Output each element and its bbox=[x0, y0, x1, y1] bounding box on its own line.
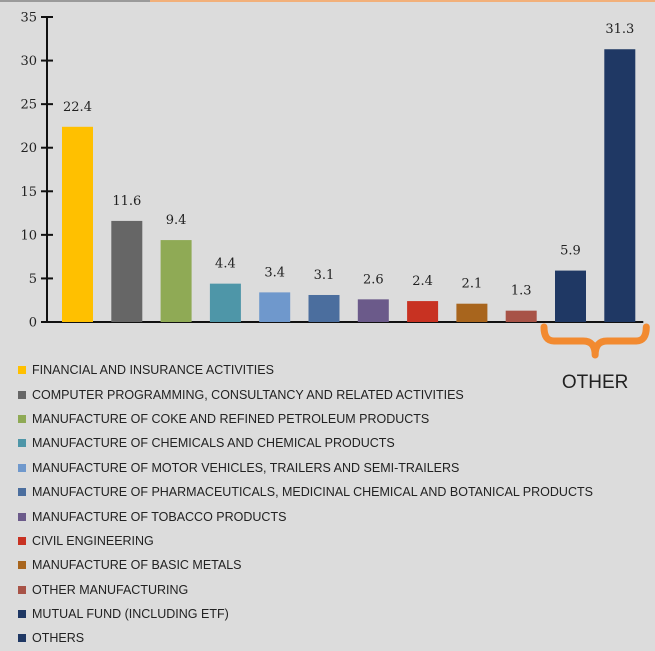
legend-item: MANUFACTURE OF MOTOR VEHICLES, TRAILERS … bbox=[18, 456, 648, 480]
data-label: 11.6 bbox=[112, 194, 141, 209]
bar bbox=[604, 49, 636, 322]
y-tick-label: 15 bbox=[20, 185, 37, 200]
y-tick-label: 20 bbox=[20, 141, 37, 156]
other-bracket bbox=[540, 323, 650, 359]
legend-swatch bbox=[18, 488, 26, 497]
top-divider-right bbox=[150, 0, 655, 2]
legend-swatch bbox=[18, 536, 26, 545]
top-divider bbox=[0, 0, 655, 2]
legend-swatch bbox=[18, 366, 26, 375]
legend-item: MANUFACTURE OF BASIC METALS bbox=[18, 553, 648, 577]
bar bbox=[456, 303, 488, 322]
data-label: 5.9 bbox=[560, 244, 581, 259]
y-tick-label: 0 bbox=[29, 316, 37, 331]
bar bbox=[259, 292, 291, 322]
legend-swatch bbox=[18, 414, 26, 423]
data-label: 3.1 bbox=[314, 268, 335, 283]
legend-swatch bbox=[18, 585, 26, 594]
data-label: 22.4 bbox=[63, 100, 92, 115]
data-label: 2.1 bbox=[462, 277, 483, 292]
data-label: 3.4 bbox=[264, 265, 285, 280]
legend-item: MANUFACTURE OF CHEMICALS AND CHEMICAL PR… bbox=[18, 431, 648, 455]
y-tick-label: 35 bbox=[20, 11, 37, 26]
legend-item: OTHERS bbox=[18, 626, 648, 650]
bar bbox=[209, 283, 241, 322]
legend-swatch bbox=[18, 634, 26, 643]
y-tick-label: 10 bbox=[20, 228, 37, 243]
legend-item: MANUFACTURE OF TOBACCO PRODUCTS bbox=[18, 504, 648, 528]
legend-item: MUTUAL FUND (INCLUDING ETF) bbox=[18, 602, 648, 626]
legend-label: MANUFACTURE OF BASIC METALS bbox=[32, 558, 242, 573]
legend-label: OTHERS bbox=[32, 631, 85, 646]
data-label: 2.4 bbox=[412, 274, 433, 289]
bar bbox=[160, 240, 192, 322]
other-group-label: OTHER bbox=[562, 372, 629, 393]
bar bbox=[505, 310, 537, 322]
bar bbox=[111, 220, 143, 322]
bar bbox=[407, 301, 439, 322]
top-divider-left bbox=[0, 0, 150, 2]
y-tick-label: 30 bbox=[20, 54, 37, 69]
legend-swatch bbox=[18, 512, 26, 521]
bar bbox=[357, 299, 389, 322]
legend-label: CIVIL ENGINEERING bbox=[32, 533, 154, 548]
legend-swatch bbox=[18, 610, 26, 619]
y-tick-label: 5 bbox=[29, 272, 37, 287]
legend-label: MANUFACTURE OF COKE AND REFINED PETROLEU… bbox=[32, 411, 430, 426]
legend-item: OTHER MANUFACTURING bbox=[18, 578, 648, 602]
legend-item: MANUFACTURE OF PHARMACEUTICALS, MEDICINA… bbox=[18, 480, 648, 504]
bar bbox=[555, 270, 586, 322]
data-label: 2.6 bbox=[363, 272, 384, 287]
legend-item: FINANCIAL AND INSURANCE ACTIVITIES bbox=[18, 358, 648, 382]
legend-item: CIVIL ENGINEERING bbox=[18, 529, 648, 553]
legend-label: MANUFACTURE OF TOBACCO PRODUCTS bbox=[32, 509, 287, 524]
legend-item: MANUFACTURE OF COKE AND REFINED PETROLEU… bbox=[18, 407, 648, 431]
legend-label: FINANCIAL AND INSURANCE ACTIVITIES bbox=[32, 363, 274, 378]
y-tick-label: 25 bbox=[20, 98, 37, 113]
legend-label: MANUFACTURE OF PHARMACEUTICALS, MEDICINA… bbox=[32, 485, 593, 500]
data-label: 1.3 bbox=[511, 284, 532, 299]
legend-label: OTHER MANUFACTURING bbox=[32, 582, 189, 597]
legend-label: MANUFACTURE OF MOTOR VEHICLES, TRAILERS … bbox=[32, 460, 460, 475]
legend-swatch bbox=[18, 439, 26, 448]
legend-label: COMPUTER PROGRAMMING, CONSULTANCY AND RE… bbox=[32, 387, 464, 402]
legend-swatch bbox=[18, 390, 26, 399]
data-label: 31.3 bbox=[605, 22, 634, 37]
legend-label: MANUFACTURE OF CHEMICALS AND CHEMICAL PR… bbox=[32, 436, 395, 451]
legend-swatch bbox=[18, 463, 26, 472]
legend-label: MUTUAL FUND (INCLUDING ETF) bbox=[32, 607, 229, 622]
legend-item: COMPUTER PROGRAMMING, CONSULTANCY AND RE… bbox=[18, 382, 648, 406]
data-label: 4.4 bbox=[215, 257, 236, 272]
bar bbox=[308, 294, 340, 322]
bar bbox=[62, 126, 93, 322]
data-label: 9.4 bbox=[166, 213, 187, 228]
chart-legend: FINANCIAL AND INSURANCE ACTIVITIES COMPUT… bbox=[18, 358, 648, 651]
legend-swatch bbox=[18, 561, 26, 570]
bar-chart: 0 5 10 15 20 25 30 35 22.4 11.6 9.4 4.4 3.4 3.1 2.6 2.4… bbox=[20, 11, 650, 393]
